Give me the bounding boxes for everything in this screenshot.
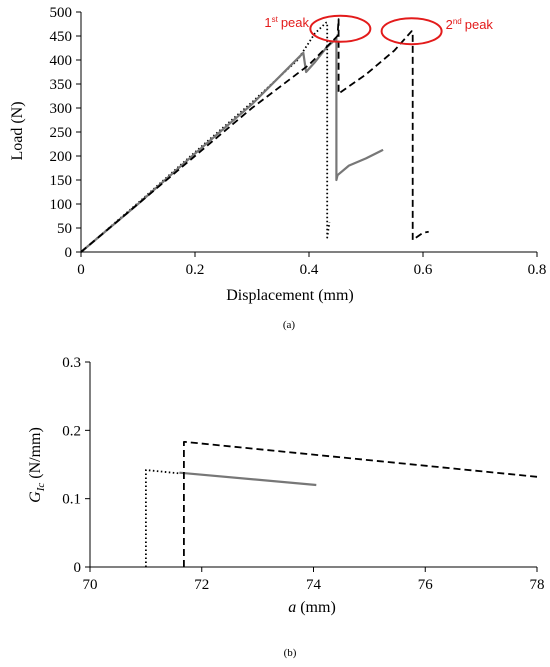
peak-1-circle (309, 14, 372, 43)
panel-a-x-tick-label: 0.6 (414, 262, 433, 278)
panel-a-x-tick-label: 0.2 (186, 262, 205, 278)
peak-2-circle (380, 17, 443, 46)
panel-a-y-tick-label: 100 (50, 197, 73, 213)
panel-a-series-dashed-line (80, 18, 429, 253)
panel-a-y-tick-label: 0 (65, 245, 73, 261)
panel-a-x-tick-label: 0.4 (300, 262, 319, 278)
panel-a-series-dotted-line (80, 21, 331, 253)
panel-a-y-tick-label: 300 (50, 101, 73, 117)
panel-b-y-tick-label: 0.3 (62, 355, 81, 371)
panel-a-y-tick-label: 400 (50, 53, 73, 69)
panel-b-x-tick-label: 74 (306, 577, 322, 593)
panel-a-caption: (a) (283, 319, 296, 331)
panel-b-y-tick-label: 0 (74, 560, 82, 576)
panel-b-y-tick-label: 0.1 (62, 492, 81, 508)
panel-b-caption: (b) (284, 647, 297, 659)
panel-a-x-tick-label: 0.8 (528, 262, 547, 278)
panel-a-y-tick-label: 500 (50, 5, 73, 21)
peak-2-label: 2nd peak (446, 17, 494, 32)
panel-b-y-tick-label: 0.2 (62, 423, 81, 439)
panel-b-series-dashed-line (182, 440, 538, 567)
panel-b-chart: 70 72 74 76 78 0 0.1 0.2 0.3 a (mm) GIc (N/mm) (… (27, 355, 545, 659)
panel-a-y-tick-label: 350 (50, 77, 73, 93)
panel-a-x-axis-label: Displacement (mm) (226, 287, 354, 304)
panel-b-x-tick-label: 78 (530, 577, 545, 593)
panel-a-chart: 0 0.2 0.4 0.6 0.8 0 50 100 150 200 250 300 350 400 450… (9, 5, 546, 331)
panel-a-y-tick-label: 150 (50, 173, 73, 189)
panel-a-series-solid-line (80, 37, 384, 253)
panel-a-y-tick-label: 250 (50, 125, 73, 141)
panel-b-x-tick-label: 76 (418, 577, 434, 593)
panel-a-y-tick-label: 450 (50, 29, 73, 45)
panel-a-y-tick-label: 200 (50, 149, 73, 165)
panel-a-y-axis-label: Load (N) (9, 101, 26, 160)
panel-b-x-tick-label: 70 (83, 577, 98, 593)
panel-b-series-solid-line (179, 471, 317, 487)
panel-a-x-tick-label: 0 (77, 262, 85, 278)
panel-b-series-dotted-line (144, 469, 180, 567)
peak-1-label: 1st peak (264, 15, 309, 30)
panel-b-x-tick-label: 72 (194, 577, 209, 593)
panel-a-y-tick-label: 50 (57, 221, 72, 237)
panel-b-y-axis-label: GIc (N/mm) (27, 427, 47, 503)
panel-b-x-axis-label: a (mm) (288, 599, 336, 616)
